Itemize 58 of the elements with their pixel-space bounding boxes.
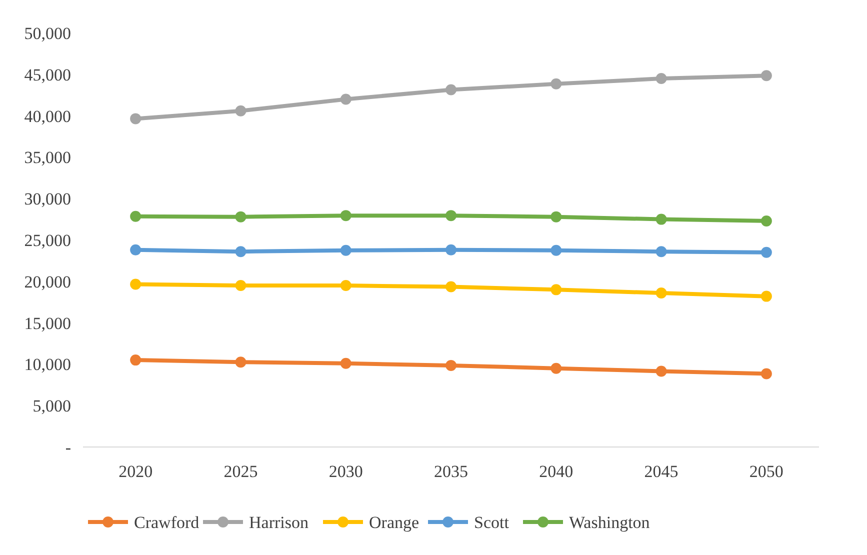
point (130, 278, 142, 290)
point (550, 244, 562, 256)
point (235, 105, 246, 116)
y-tick-label: 35,000 (24, 148, 71, 168)
legend-label: Crawford (134, 512, 200, 532)
point (760, 246, 772, 258)
point (550, 211, 562, 222)
point (235, 246, 246, 258)
point (340, 94, 352, 105)
point (656, 366, 667, 377)
point (446, 210, 456, 222)
point (446, 281, 456, 292)
point (340, 210, 352, 222)
legend-label: Scott (474, 512, 510, 532)
point (340, 358, 352, 369)
y-tick-label: 5,000 (32, 396, 71, 416)
point (446, 360, 456, 371)
point (760, 290, 772, 302)
x-tick-label: 2025 (224, 462, 258, 481)
point (446, 84, 456, 96)
y-tick-label: 15,000 (24, 314, 71, 333)
point (130, 113, 142, 124)
point (760, 70, 772, 82)
point (656, 214, 667, 225)
y-tick-label: 20,000 (24, 272, 71, 292)
y-tick-label: 25,000 (24, 230, 71, 250)
point (656, 246, 667, 258)
point (550, 78, 562, 90)
y-tick-label: 30,000 (24, 190, 71, 209)
point (235, 211, 246, 222)
point (550, 284, 562, 296)
point (656, 287, 667, 298)
point (656, 73, 667, 84)
y-tick-label: - (65, 438, 72, 457)
point (550, 362, 562, 374)
point (446, 244, 456, 256)
legend-label: Harrison (249, 512, 309, 532)
y-tick-label: 50,000 (24, 24, 71, 43)
x-tick-label: 2035 (434, 462, 468, 481)
point (760, 215, 772, 226)
legend-label: Washington (569, 512, 650, 532)
point (130, 210, 142, 222)
point (235, 356, 246, 368)
point (760, 368, 772, 380)
x-tick-label: 2030 (328, 462, 363, 481)
x-tick-label: 2045 (644, 462, 678, 481)
point (340, 280, 352, 292)
x-tick-label: 2050 (749, 462, 784, 481)
legend-label: Orange (369, 512, 420, 532)
x-tick-label: 2020 (118, 462, 153, 481)
point (130, 244, 142, 256)
x-tick-label: 2040 (539, 462, 574, 481)
y-tick-label: 40,000 (24, 106, 71, 126)
point (235, 280, 246, 292)
point (340, 244, 352, 256)
y-tick-label: 45,000 (24, 65, 71, 84)
y-tick-label: 10,000 (24, 355, 71, 374)
point (130, 354, 142, 366)
